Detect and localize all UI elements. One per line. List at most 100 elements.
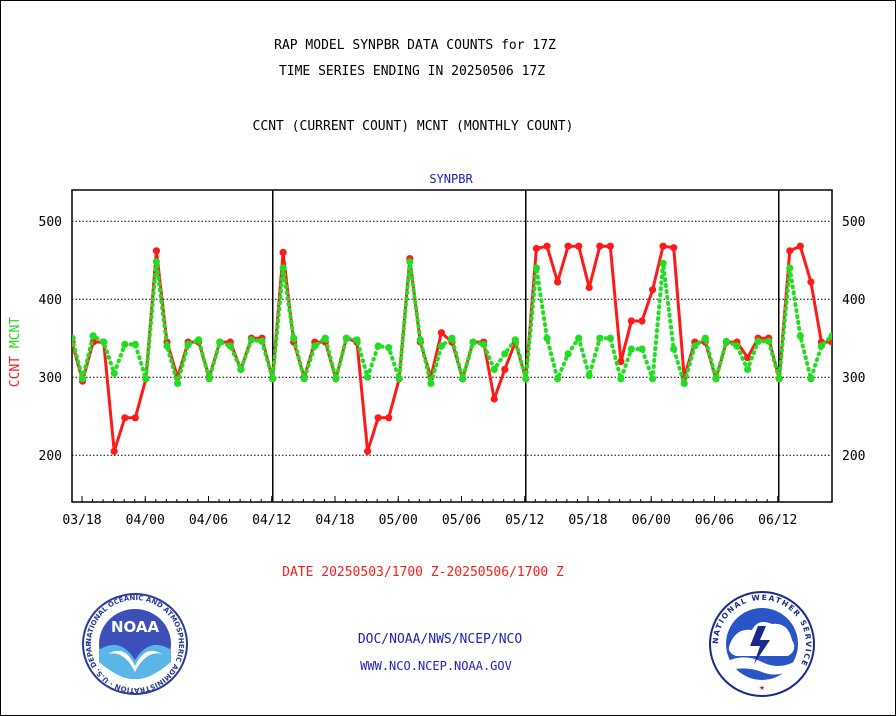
data-point-mcnt [163, 342, 171, 350]
date-range-label: DATE 20250503/1700 Z-20250506/1700 Z [282, 565, 564, 580]
data-point-mcnt [712, 375, 720, 383]
data-point-mcnt [152, 258, 160, 266]
data-point-mcnt [100, 338, 108, 346]
data-point-mcnt [817, 342, 826, 350]
data-point-mcnt [332, 375, 340, 383]
data-point-ccnt [279, 248, 287, 256]
data-point-ccnt [437, 329, 445, 337]
data-point-mcnt [575, 334, 583, 342]
data-point-mcnt [701, 334, 709, 342]
x-tick-label: 05/06 [442, 513, 481, 528]
x-tick-label: 06/12 [758, 513, 797, 528]
data-point-mcnt [659, 259, 667, 267]
data-point-mcnt [722, 337, 731, 345]
y-tick-label-left: 500 [39, 215, 62, 230]
data-point-mcnt [554, 375, 562, 383]
x-tick-label: 04/12 [252, 513, 291, 528]
chart-title: SYNPBR [429, 172, 473, 186]
data-point-mcnt [406, 258, 414, 266]
data-point-mcnt [226, 342, 234, 350]
data-point-mcnt [79, 375, 87, 383]
data-point-mcnt [300, 375, 308, 383]
data-point-mcnt [807, 375, 815, 383]
svg-text:★: ★ [759, 683, 765, 693]
chart-header-line3: CCNT (CURRENT COUNT) MCNT (MONTHLY COUNT… [252, 119, 574, 134]
data-point-ccnt [786, 247, 794, 255]
chart-header-line2: TIME SERIES ENDING IN 20250506 17Z [278, 64, 546, 79]
data-point-ccnt [554, 278, 562, 286]
y-tick-label-right: 500 [842, 215, 865, 230]
data-point-ccnt [796, 242, 804, 250]
data-point-ccnt [585, 283, 593, 292]
data-point-mcnt [290, 334, 298, 342]
data-point-mcnt [89, 332, 97, 340]
data-point-mcnt [427, 379, 435, 387]
data-point-ccnt [617, 358, 625, 366]
data-point-mcnt [627, 345, 636, 353]
data-point-mcnt [828, 332, 832, 340]
data-point-mcnt [311, 342, 319, 350]
data-point-mcnt [385, 344, 393, 352]
data-point-ccnt [744, 354, 752, 362]
data-point-mcnt [490, 365, 498, 373]
data-point-mcnt [480, 340, 488, 348]
y-tick-label-right: 200 [842, 449, 865, 464]
data-point-mcnt [638, 345, 646, 353]
series-line-mcnt [72, 259, 832, 386]
series-ccnt [72, 242, 832, 455]
data-point-ccnt [374, 414, 382, 422]
data-point-mcnt [744, 365, 752, 373]
data-point-ccnt [364, 447, 372, 455]
org-label: DOC/NOAA/NWS/NCEP/NCO [357, 632, 523, 647]
data-point-mcnt [258, 337, 266, 345]
data-point-mcnt [437, 342, 445, 350]
data-point-ccnt [131, 414, 139, 422]
y-axis-label-ccnt: CCNT [8, 348, 23, 387]
data-point-mcnt [205, 375, 213, 383]
data-point-mcnt [501, 350, 509, 358]
data-point-ccnt [121, 414, 129, 422]
data-point-ccnt [649, 286, 657, 294]
data-point-mcnt [216, 338, 224, 346]
x-tick-label: 04/06 [189, 513, 228, 528]
y-axis-label: CCNT MCNT [8, 317, 23, 388]
data-point-ccnt [490, 395, 498, 403]
svg-text:NOAA: NOAA [111, 618, 160, 636]
data-point-mcnt [649, 375, 657, 383]
data-point-mcnt [786, 264, 794, 272]
website-link[interactable]: WWW.NCO.NCEP.NOAA.GOV [360, 659, 512, 673]
data-point-mcnt [448, 334, 456, 342]
data-point-ccnt [638, 317, 646, 325]
data-point-mcnt [564, 350, 572, 358]
data-point-mcnt [775, 375, 783, 383]
data-point-ccnt [110, 447, 118, 455]
data-point-mcnt [543, 334, 551, 342]
data-point-ccnt [532, 244, 541, 253]
data-point-ccnt [543, 242, 551, 250]
data-point-mcnt [691, 342, 699, 350]
data-point-mcnt [416, 336, 424, 344]
y-tick-label-left: 300 [39, 371, 62, 386]
data-point-mcnt [395, 375, 403, 383]
data-point-mcnt [342, 334, 350, 342]
data-point-mcnt [596, 334, 604, 342]
data-point-mcnt [617, 375, 625, 383]
data-point-ccnt [596, 242, 604, 250]
data-point-mcnt [110, 369, 118, 377]
data-point-mcnt [174, 379, 182, 387]
data-point-mcnt [279, 264, 287, 272]
data-point-mcnt [733, 342, 741, 350]
data-point-mcnt [511, 336, 519, 344]
data-point-mcnt [469, 338, 477, 346]
noaa-logo: NATIONAL OCEANIC AND ATMOSPHERIC ADMINIS… [80, 592, 188, 695]
x-tick-label: 04/18 [315, 513, 354, 528]
y-tick-label-right: 300 [842, 371, 865, 386]
nws-logo: NATIONAL WEATHER SERVICE ★ [709, 591, 815, 697]
data-point-mcnt [754, 337, 762, 345]
data-point-mcnt [195, 336, 203, 344]
data-point-mcnt [121, 340, 129, 348]
data-point-mcnt [532, 264, 541, 272]
data-point-mcnt [459, 375, 467, 383]
data-point-mcnt [269, 375, 277, 383]
data-point-mcnt [131, 340, 139, 348]
